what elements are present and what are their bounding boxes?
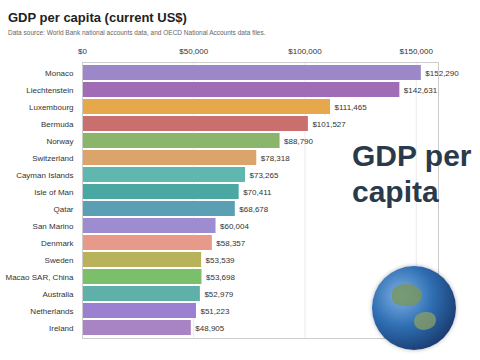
svg-text:Ireland: Ireland (49, 324, 73, 333)
svg-text:$78,318: $78,318 (261, 154, 290, 163)
svg-text:$53,539: $53,539 (206, 256, 235, 265)
svg-text:Cayman Islands: Cayman Islands (16, 171, 73, 180)
svg-text:$48,905: $48,905 (195, 324, 224, 333)
svg-text:Bermuda: Bermuda (41, 120, 74, 129)
svg-text:$70,411: $70,411 (243, 188, 272, 197)
svg-text:$52,979: $52,979 (204, 290, 233, 299)
svg-text:$152,290: $152,290 (425, 69, 459, 78)
svg-text:Sweden: Sweden (45, 256, 74, 265)
html-text:GDP per capita (current US$): GDP per capita (current US$) (8, 10, 187, 25)
svg-text:$51,223: $51,223 (200, 307, 229, 316)
svg-text:$60,004: $60,004 (220, 222, 249, 231)
svg-text:Isle of Man: Isle of Man (34, 188, 73, 197)
svg-text:$68,678: $68,678 (239, 205, 268, 214)
svg-text:Liechtenstein: Liechtenstein (26, 86, 73, 95)
html-text:Data source: World Bank nation: Data source: World Bank national account… (8, 29, 266, 36)
svg-text:Denmark: Denmark (41, 239, 74, 248)
svg-text:$50,000: $50,000 (179, 47, 208, 56)
svg-text:$100,000: $100,000 (288, 47, 322, 56)
html-text:GDP per capita: GDP per capita (352, 139, 472, 208)
svg-text:$58,357: $58,357 (216, 239, 245, 248)
svg-text:Qatar: Qatar (53, 205, 73, 214)
svg-text:$0: $0 (78, 47, 87, 56)
svg-text:$142,631: $142,631 (404, 86, 438, 95)
svg-text:$53,698: $53,698 (206, 273, 235, 282)
svg-text:$101,527: $101,527 (312, 120, 346, 129)
svg-text:Macao SAR, China: Macao SAR, China (5, 273, 74, 282)
svg-text:Norway: Norway (46, 137, 73, 146)
svg-text:San Marino: San Marino (33, 222, 74, 231)
svg-text:$150,000: $150,000 (400, 47, 434, 56)
svg-text:$88,790: $88,790 (284, 137, 313, 146)
svg-text:Netherlands: Netherlands (30, 307, 73, 316)
svg-text:Luxembourg: Luxembourg (29, 103, 73, 112)
svg-text:$111,465: $111,465 (335, 103, 368, 112)
svg-text:Switzerland: Switzerland (32, 154, 73, 163)
svg-text:Australia: Australia (42, 290, 74, 299)
svg-text:Monaco: Monaco (45, 69, 74, 78)
svg-text:$73,265: $73,265 (250, 171, 279, 180)
